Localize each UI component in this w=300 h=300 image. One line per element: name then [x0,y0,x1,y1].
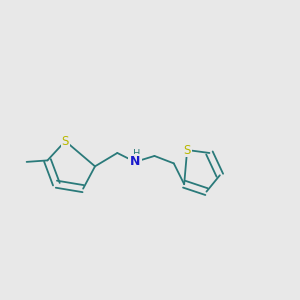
Text: S: S [184,143,191,157]
Text: H: H [133,148,140,159]
Text: S: S [61,135,69,148]
Text: N: N [130,155,140,168]
